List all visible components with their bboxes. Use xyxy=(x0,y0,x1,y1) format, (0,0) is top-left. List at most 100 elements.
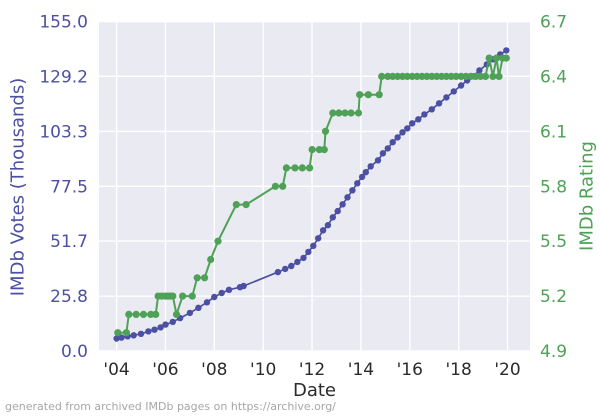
x-tick-label: '14 xyxy=(348,360,374,380)
data-point xyxy=(364,91,372,99)
data-point xyxy=(502,54,510,62)
y-right-tick-label: 6.7 xyxy=(540,13,567,33)
data-point xyxy=(186,309,194,317)
data-point xyxy=(485,54,493,62)
y-right-tick-label: 5.5 xyxy=(540,232,567,252)
data-point xyxy=(375,91,383,99)
data-point xyxy=(334,207,341,215)
data-point xyxy=(344,194,351,201)
data-point xyxy=(481,72,490,80)
data-point xyxy=(476,67,483,74)
data-point xyxy=(443,94,450,101)
votes-series xyxy=(113,47,510,342)
y-right-tick-label: 6.4 xyxy=(540,67,567,87)
y-left-tick-label: 103.3 xyxy=(39,122,88,142)
data-point xyxy=(169,292,177,300)
data-point xyxy=(172,310,181,318)
data-point xyxy=(162,321,169,328)
data-point xyxy=(489,72,497,80)
data-point xyxy=(232,201,240,209)
data-point xyxy=(374,157,382,164)
x-tick-label: '20 xyxy=(494,360,520,380)
data-point xyxy=(122,329,130,337)
data-point xyxy=(341,109,349,117)
data-point xyxy=(225,286,233,293)
data-point xyxy=(428,106,435,113)
data-point xyxy=(339,201,346,208)
x-axis-title: Date xyxy=(293,380,336,401)
data-point xyxy=(384,145,391,152)
data-point xyxy=(404,125,411,132)
data-point xyxy=(358,173,366,181)
data-point xyxy=(132,310,140,318)
y-left-axis-title: IMDb Votes (Thousands) xyxy=(7,78,28,297)
data-point xyxy=(282,265,289,273)
data-point xyxy=(137,330,145,337)
data-point xyxy=(305,248,312,256)
data-point xyxy=(169,318,176,326)
y-left-tick-label: 0.0 xyxy=(61,342,88,362)
data-point xyxy=(310,242,317,249)
tick-labels: 155.0 129.2 103.3 77.5 51.7 25.8 0.0 6.7 6.4 6.1 5… xyxy=(39,13,567,381)
data-point xyxy=(362,169,369,176)
data-point xyxy=(203,299,211,306)
data-point xyxy=(354,109,363,117)
y-right-tick-label: 5.2 xyxy=(540,287,567,307)
data-point xyxy=(114,329,122,337)
data-point xyxy=(349,187,356,194)
x-tick-label: '18 xyxy=(445,360,471,380)
data-point xyxy=(113,335,120,342)
data-point xyxy=(329,214,336,221)
data-point xyxy=(503,47,510,54)
rating-series xyxy=(114,54,510,337)
data-point xyxy=(450,88,457,95)
data-point xyxy=(125,310,133,318)
data-point xyxy=(214,237,222,245)
data-point xyxy=(139,310,148,318)
data-point xyxy=(291,164,299,172)
data-point xyxy=(211,293,218,301)
data-point xyxy=(492,54,501,62)
data-point xyxy=(315,235,322,242)
data-point xyxy=(193,274,201,282)
data-point xyxy=(179,292,187,300)
data-point xyxy=(319,227,327,234)
y-left-tick-label: 77.5 xyxy=(50,177,88,197)
data-point xyxy=(145,328,152,335)
x-tick-label: '08 xyxy=(201,360,227,380)
data-point xyxy=(306,164,314,172)
data-point xyxy=(409,120,416,127)
data-point xyxy=(218,289,225,297)
footer-note: generated from archived IMDb pages on ht… xyxy=(5,400,336,413)
data-point xyxy=(282,164,290,172)
data-point xyxy=(271,182,279,190)
y-left-tick-label: 25.8 xyxy=(50,287,88,307)
data-point xyxy=(201,274,209,282)
data-point xyxy=(356,91,364,99)
data-point xyxy=(324,222,332,229)
y-left-tick-label: 155.0 xyxy=(39,13,88,33)
data-point xyxy=(151,326,158,333)
data-point xyxy=(378,72,386,80)
data-point xyxy=(329,109,337,117)
data-point xyxy=(394,134,401,141)
data-point xyxy=(279,182,287,190)
data-point xyxy=(300,254,307,262)
data-point xyxy=(399,129,406,136)
data-point xyxy=(152,310,160,318)
x-tick-label: '04 xyxy=(103,360,129,380)
y-right-tick-label: 6.1 xyxy=(540,122,567,142)
y-left-tick-label: 51.7 xyxy=(50,232,88,252)
data-point xyxy=(457,82,465,89)
data-point xyxy=(294,258,301,266)
data-point xyxy=(335,109,343,117)
y-right-tick-label: 5.8 xyxy=(540,177,567,197)
data-point xyxy=(347,109,355,117)
data-point xyxy=(379,150,387,157)
data-point xyxy=(157,324,164,331)
data-point xyxy=(130,332,137,339)
x-tick-label: '06 xyxy=(152,360,178,380)
data-point xyxy=(195,304,202,311)
data-point xyxy=(308,146,316,154)
